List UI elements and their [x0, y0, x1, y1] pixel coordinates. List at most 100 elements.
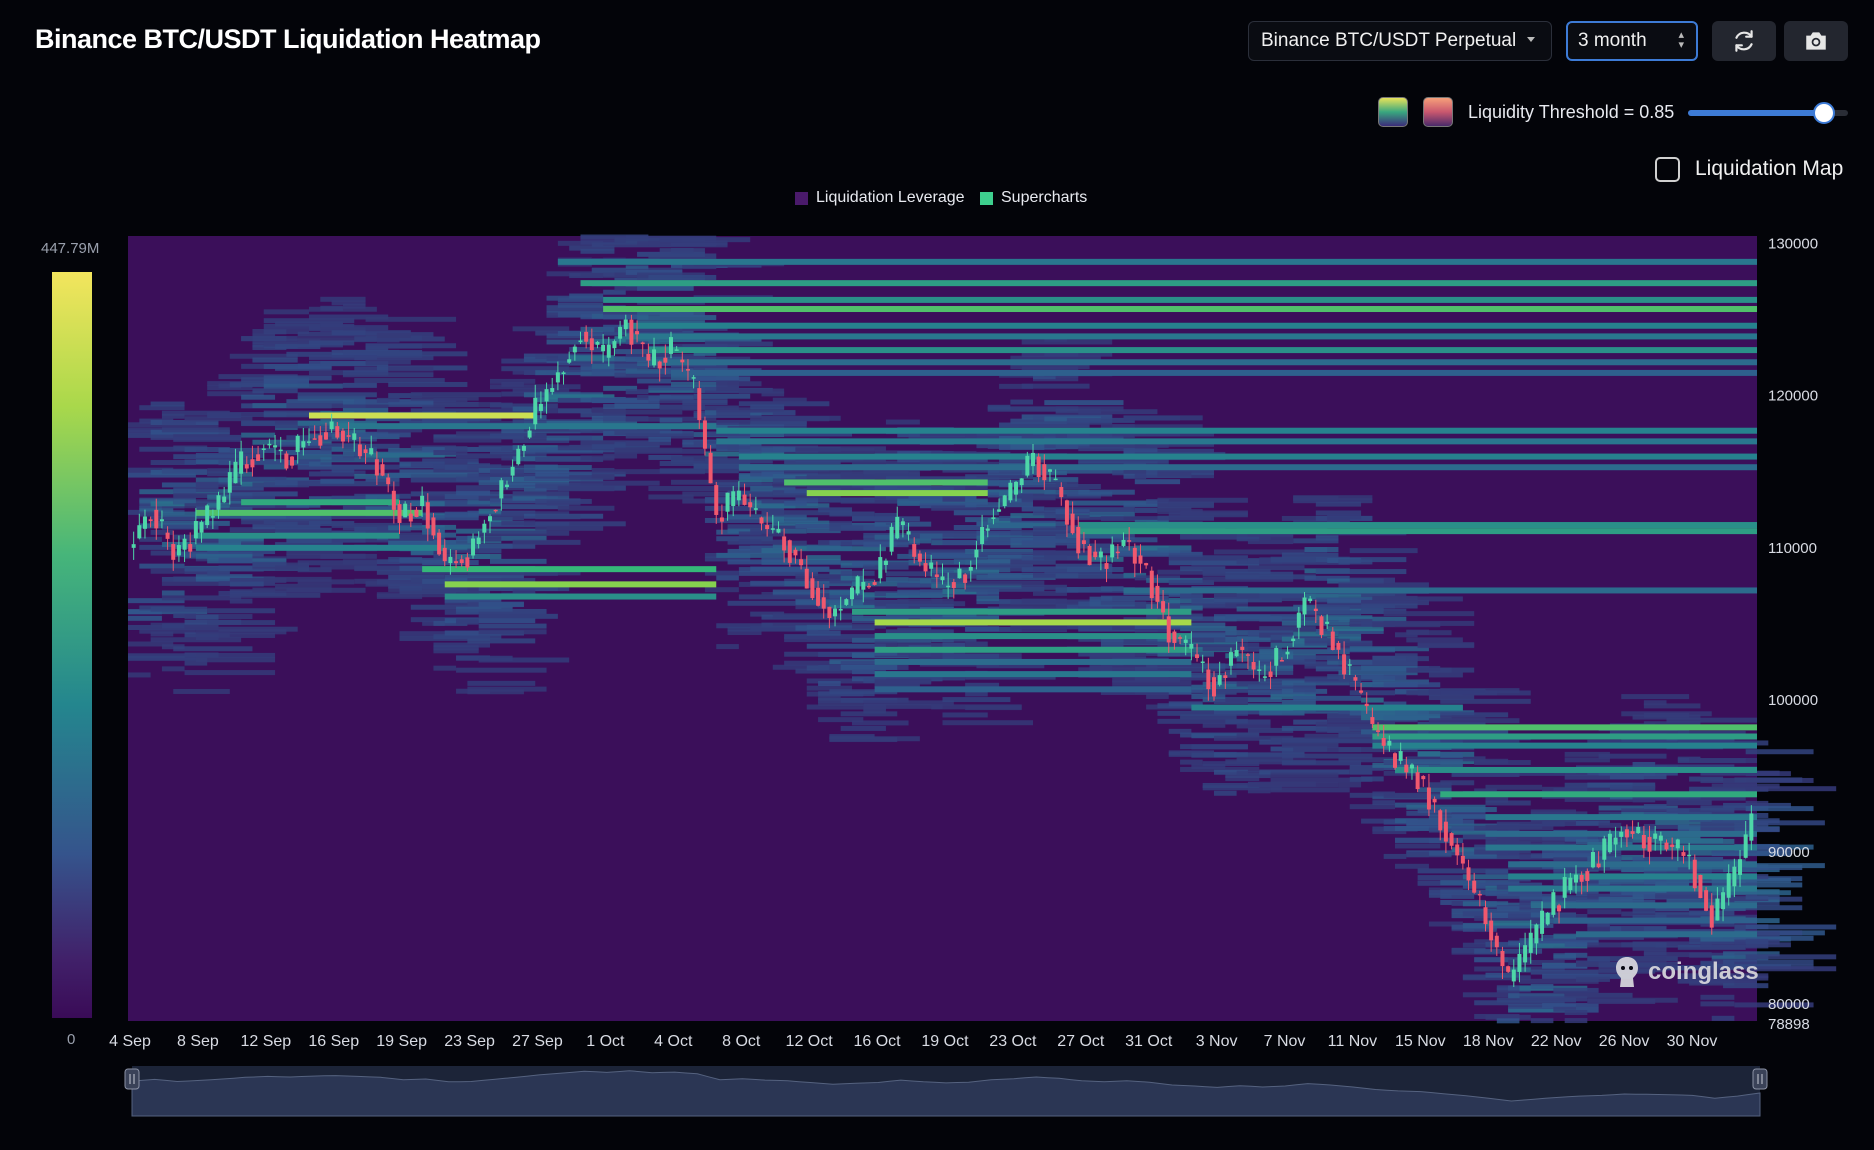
- liquidity-cell: [557, 505, 615, 511]
- liquidity-cell: [1202, 782, 1260, 788]
- screenshot-button[interactable]: [1784, 21, 1848, 61]
- candle-body: [1127, 540, 1132, 542]
- candle-body: [448, 556, 453, 564]
- liquidity-cell: [1270, 772, 1339, 778]
- candle-body: [985, 528, 990, 531]
- liquidity-cell: [229, 598, 253, 604]
- candle-body: [759, 517, 764, 524]
- legend-item-liquidation-leverage[interactable]: Liquidation Leverage: [795, 189, 965, 207]
- candle-body: [346, 435, 351, 437]
- candle-body: [555, 372, 560, 383]
- liquidity-cell: [1689, 980, 1735, 986]
- liquidity-cell: [1700, 1001, 1735, 1007]
- candle-body: [804, 568, 809, 589]
- threshold-slider[interactable]: [1688, 102, 1848, 124]
- viridis-palette-swatch[interactable]: [1378, 97, 1408, 127]
- liquidity-cell: [1033, 572, 1056, 578]
- liquidity-cell: [376, 592, 457, 598]
- liquidity-cell: [795, 448, 875, 454]
- liquidation-map-checkbox[interactable]: [1655, 157, 1680, 182]
- candle-body: [883, 560, 888, 565]
- liquidity-cell: [1609, 774, 1667, 780]
- liquidity-cell: [173, 436, 242, 442]
- liquidity-cell: [1383, 729, 1418, 735]
- liquidation-band: [309, 412, 536, 419]
- candle-body: [1421, 776, 1426, 780]
- liquidity-cell: [999, 515, 1022, 521]
- liquidity-cell: [1734, 777, 1803, 783]
- liquidity-cell: [806, 624, 830, 630]
- candle-body: [340, 430, 345, 442]
- candle-body: [1308, 598, 1313, 602]
- liquidity-cell: [738, 531, 785, 537]
- liquidity-cell: [1134, 479, 1181, 485]
- liquidity-cell: [580, 412, 626, 418]
- candle-body: [193, 521, 198, 539]
- liquidity-cell: [1327, 514, 1362, 520]
- liquidity-cell: [512, 406, 547, 412]
- candle-body: [1387, 740, 1392, 746]
- x-tick-label: 7 Nov: [1264, 1033, 1306, 1050]
- candle-body: [685, 369, 690, 371]
- liquidity-cell: [535, 471, 626, 477]
- liquidity-cell: [376, 569, 468, 575]
- liquidity-cell: [263, 309, 309, 315]
- liquidation-band: [1553, 917, 1757, 924]
- liquidity-cell: [1010, 399, 1033, 405]
- liquidity-cell: [320, 553, 377, 559]
- liquidity-cell: [1417, 643, 1475, 649]
- liquidity-cell: [1372, 679, 1429, 685]
- liquidity-cell: [1180, 766, 1260, 772]
- liquidity-cell: [716, 623, 773, 629]
- liquidity-cell: [1417, 787, 1452, 793]
- liquidity-cell: [716, 552, 785, 558]
- navigator-handle[interactable]: [124, 1068, 140, 1090]
- liquidity-cell: [207, 471, 230, 477]
- liquidity-cell: [1632, 797, 1656, 803]
- candle-body: [963, 574, 968, 583]
- liquidity-cell: [569, 293, 604, 299]
- liquidity-cell: [1462, 911, 1486, 917]
- liquidity-cell: [1598, 879, 1667, 885]
- liquidity-cell: [738, 449, 762, 455]
- x-tick-label: 19 Oct: [921, 1033, 969, 1050]
- liquidation-map-label[interactable]: Liquidation Map: [1695, 157, 1844, 180]
- legend-item-supercharts[interactable]: Supercharts: [980, 189, 1087, 207]
- liquidity-cell: [501, 520, 536, 526]
- liquidity-cell: [128, 655, 208, 661]
- liquidity-cell: [965, 586, 1045, 592]
- liquidity-cell: [490, 433, 547, 439]
- liquidity-cell: [218, 374, 298, 380]
- magma-palette-swatch[interactable]: [1423, 97, 1453, 127]
- candle-body: [850, 587, 854, 600]
- pair-select[interactable]: Binance BTC/USDT Perpetual: [1248, 21, 1552, 61]
- liquidity-cell: [1428, 718, 1520, 724]
- liquidity-cell: [1089, 511, 1135, 517]
- candle-body: [1551, 892, 1556, 915]
- liquidity-cell: [444, 446, 468, 452]
- navigator-handle[interactable]: [1752, 1068, 1768, 1090]
- threshold-slider-knob[interactable]: [1813, 102, 1835, 124]
- liquidity-cell: [738, 401, 830, 407]
- candle-body: [1489, 920, 1494, 941]
- liquidity-cell: [965, 626, 1000, 632]
- liquidity-cell: [218, 626, 298, 632]
- liquidity-cell: [863, 708, 886, 714]
- candle-body: [1330, 631, 1335, 650]
- liquidity-cell: [580, 455, 615, 461]
- liquidity-cell: [1033, 550, 1101, 556]
- refresh-button[interactable]: [1712, 21, 1776, 61]
- liquidity-cell: [1021, 366, 1079, 372]
- liquidity-cell: [1021, 598, 1067, 604]
- period-select[interactable]: 3 month ▴ ▾: [1566, 21, 1698, 61]
- candle-body: [1460, 855, 1465, 864]
- liquidity-cell: [252, 338, 321, 344]
- liquidity-cell: [1281, 753, 1373, 759]
- liquidity-cell: [1236, 681, 1282, 687]
- liquidity-cell: [557, 486, 615, 492]
- liquidity-cell: [1304, 546, 1339, 552]
- liquidity-cell: [1236, 770, 1271, 776]
- liquidity-cell: [603, 330, 694, 336]
- liquidity-cell: [1564, 757, 1610, 763]
